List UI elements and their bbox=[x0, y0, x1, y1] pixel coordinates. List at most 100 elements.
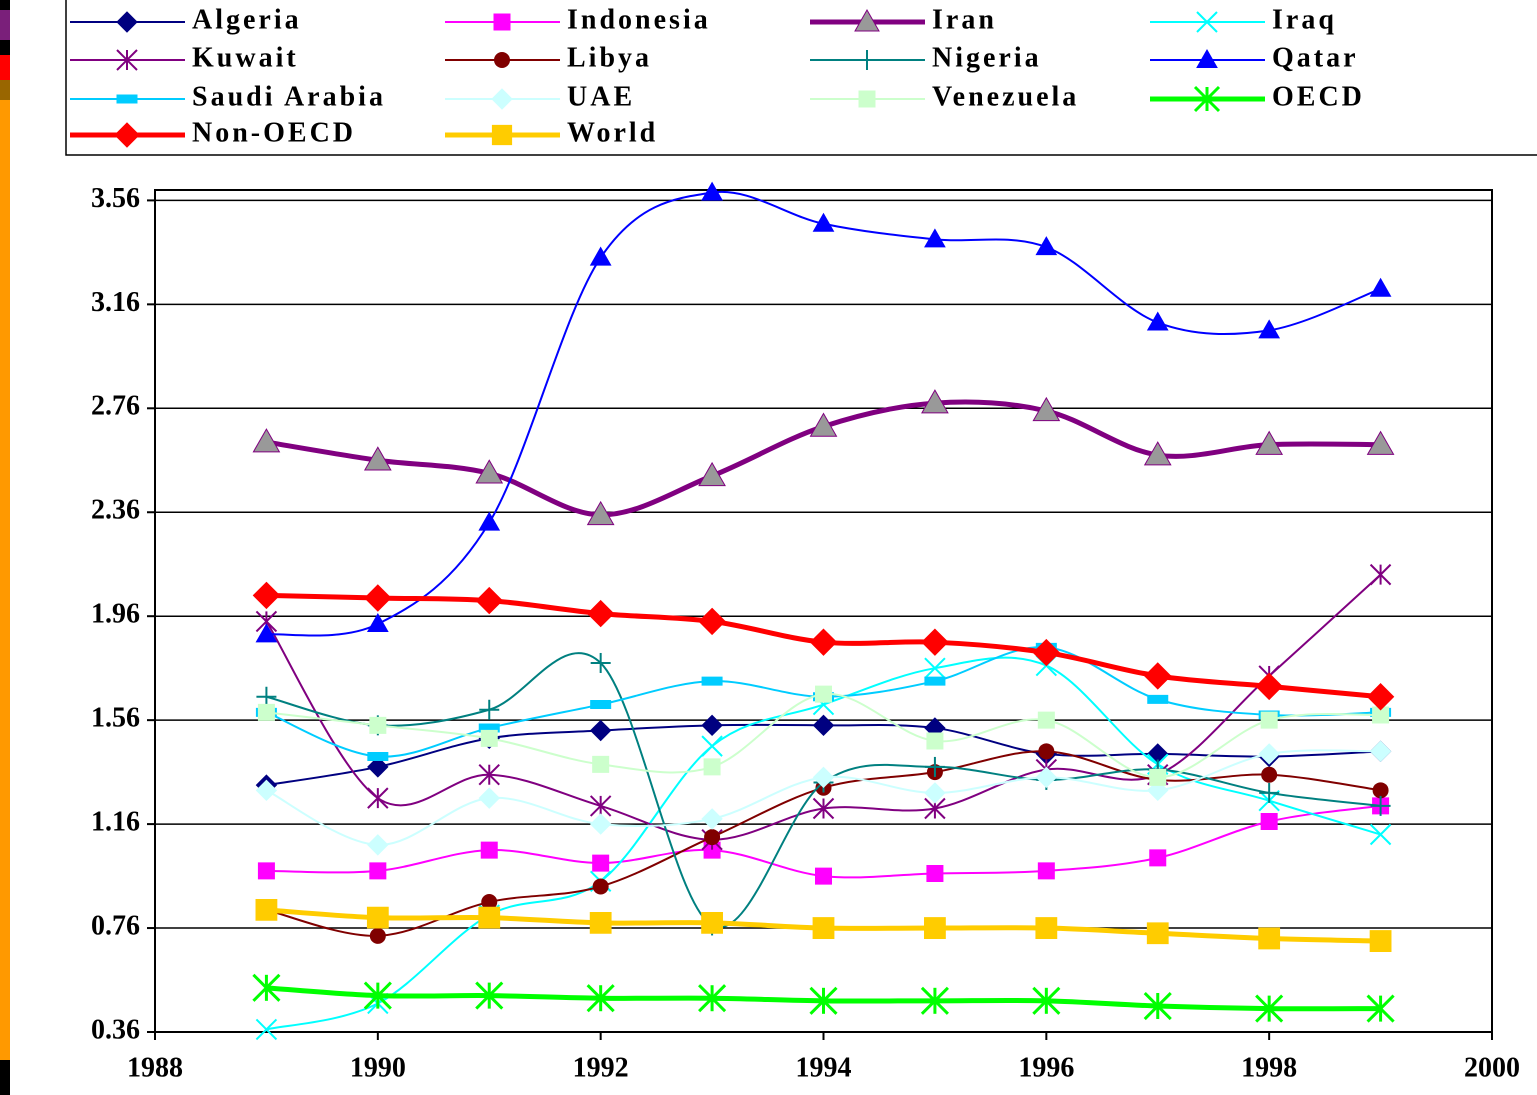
marker bbox=[493, 13, 511, 31]
marker-shape bbox=[926, 732, 944, 750]
marker bbox=[921, 628, 949, 656]
marker bbox=[114, 122, 140, 148]
marker-shape bbox=[116, 94, 138, 104]
marker bbox=[1032, 986, 1061, 1015]
marker-shape bbox=[812, 766, 835, 789]
marker bbox=[809, 628, 838, 656]
legend-label: World bbox=[567, 117, 658, 148]
marker bbox=[480, 729, 498, 747]
marker bbox=[364, 584, 392, 612]
marker bbox=[367, 787, 389, 809]
marker bbox=[1258, 743, 1280, 765]
y-tick-label: 3.16 bbox=[91, 287, 140, 318]
marker bbox=[586, 984, 615, 1013]
marker-shape bbox=[1146, 311, 1169, 331]
marker-shape bbox=[1146, 922, 1169, 945]
marker-shape bbox=[1260, 813, 1278, 830]
marker-shape bbox=[812, 714, 835, 737]
y-tick-label: 0.36 bbox=[91, 1014, 140, 1045]
marker-shape bbox=[1369, 277, 1392, 297]
marker bbox=[703, 758, 721, 776]
marker-shape bbox=[1037, 711, 1055, 729]
marker-stroke bbox=[924, 657, 946, 679]
legend-box bbox=[65, 0, 1537, 156]
marker bbox=[701, 808, 723, 830]
marker-shape bbox=[369, 862, 387, 880]
marker-shape bbox=[1369, 930, 1392, 952]
legend-label: OECD bbox=[1272, 81, 1365, 112]
marker-shape bbox=[257, 703, 275, 721]
marker bbox=[590, 652, 611, 673]
marker bbox=[252, 581, 281, 610]
marker-shape bbox=[1149, 768, 1167, 786]
marker bbox=[1143, 441, 1172, 466]
marker-shape bbox=[478, 511, 501, 531]
marker-shape bbox=[1258, 319, 1281, 339]
x-tick-label: 1992 bbox=[573, 1052, 629, 1083]
marker-shape bbox=[478, 906, 501, 929]
legend-label: Nigeria bbox=[932, 42, 1042, 73]
marker bbox=[921, 389, 949, 414]
y-tick-label: 1.16 bbox=[91, 807, 140, 838]
marker bbox=[1196, 11, 1218, 33]
marker bbox=[116, 94, 138, 104]
marker bbox=[586, 599, 615, 628]
marker-shape bbox=[921, 628, 949, 656]
marker-shape bbox=[586, 500, 615, 526]
marker bbox=[592, 854, 610, 872]
marker-shape bbox=[924, 228, 946, 248]
x-tick-label: 2000 bbox=[1464, 1052, 1520, 1083]
marker bbox=[1196, 48, 1218, 68]
x-tick-label: 1998 bbox=[1241, 1052, 1297, 1083]
marker bbox=[1146, 922, 1169, 945]
marker bbox=[255, 1018, 278, 1041]
marker bbox=[1369, 823, 1392, 846]
marker bbox=[590, 700, 612, 710]
marker bbox=[1035, 917, 1058, 939]
side-band bbox=[0, 55, 10, 80]
marker-shape bbox=[586, 599, 615, 628]
marker bbox=[475, 586, 503, 615]
marker bbox=[257, 862, 275, 880]
marker-shape bbox=[590, 700, 612, 710]
marker bbox=[1260, 711, 1278, 729]
legend-label: Venezuela bbox=[932, 81, 1079, 112]
marker-shape bbox=[589, 813, 612, 835]
marker bbox=[257, 703, 275, 721]
y-tick-label: 0.76 bbox=[91, 910, 140, 941]
marker-shape bbox=[858, 90, 876, 108]
marker bbox=[1259, 782, 1280, 803]
marker bbox=[491, 124, 513, 146]
marker bbox=[701, 735, 723, 757]
marker bbox=[1149, 768, 1167, 786]
marker-shape bbox=[701, 181, 723, 201]
marker-shape bbox=[592, 755, 610, 773]
marker bbox=[1193, 85, 1221, 113]
marker bbox=[924, 782, 946, 804]
marker bbox=[363, 981, 392, 1010]
legend-label: Saudi Arabia bbox=[192, 81, 386, 112]
marker-shape bbox=[1038, 743, 1055, 760]
marker bbox=[256, 686, 277, 707]
marker bbox=[1258, 319, 1281, 339]
marker bbox=[369, 927, 386, 944]
marker bbox=[589, 813, 612, 835]
y-tick-label: 2.36 bbox=[91, 495, 140, 526]
marker bbox=[1032, 638, 1061, 667]
marker bbox=[1369, 930, 1392, 952]
marker-shape bbox=[701, 676, 723, 686]
marker-shape bbox=[589, 719, 612, 742]
marker bbox=[363, 446, 392, 471]
marker-stroke bbox=[1196, 11, 1218, 33]
marker-shape bbox=[480, 729, 498, 747]
marker bbox=[924, 676, 946, 686]
marker-shape bbox=[809, 628, 838, 656]
marker bbox=[475, 459, 504, 484]
marker-shape bbox=[1035, 236, 1058, 256]
marker-shape bbox=[252, 428, 281, 453]
marker bbox=[815, 867, 832, 885]
marker bbox=[812, 766, 835, 789]
marker bbox=[1035, 236, 1058, 256]
marker bbox=[704, 829, 721, 846]
